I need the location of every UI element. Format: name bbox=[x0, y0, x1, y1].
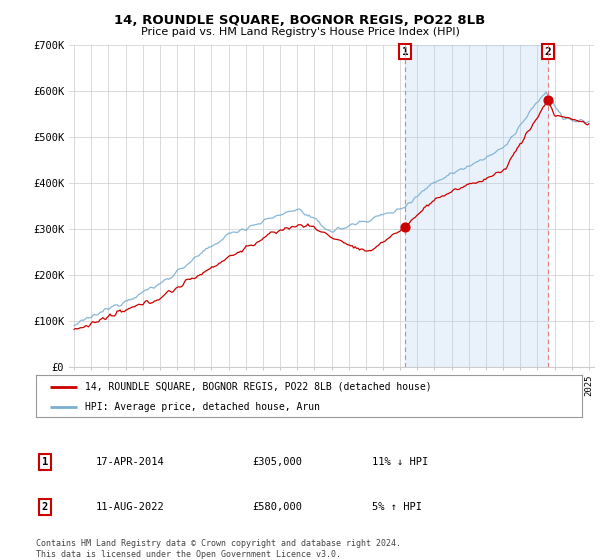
Text: Contains HM Land Registry data © Crown copyright and database right 2024.: Contains HM Land Registry data © Crown c… bbox=[36, 539, 401, 548]
Text: £580,000: £580,000 bbox=[252, 502, 302, 512]
Text: Price paid vs. HM Land Registry's House Price Index (HPI): Price paid vs. HM Land Registry's House … bbox=[140, 27, 460, 37]
Point bbox=[400, 222, 410, 231]
Text: 14, ROUNDLE SQUARE, BOGNOR REGIS, PO22 8LB: 14, ROUNDLE SQUARE, BOGNOR REGIS, PO22 8… bbox=[115, 14, 485, 27]
Bar bbox=[405, 45, 548, 367]
Text: 14, ROUNDLE SQUARE, BOGNOR REGIS, PO22 8LB (detached house): 14, ROUNDLE SQUARE, BOGNOR REGIS, PO22 8… bbox=[85, 382, 432, 392]
Text: 1: 1 bbox=[42, 457, 48, 467]
Text: 1: 1 bbox=[402, 46, 409, 57]
Point bbox=[543, 96, 553, 105]
Text: 11-AUG-2022: 11-AUG-2022 bbox=[96, 502, 165, 512]
Text: 2: 2 bbox=[544, 46, 551, 57]
Text: 2: 2 bbox=[42, 502, 48, 512]
Text: 5% ↑ HPI: 5% ↑ HPI bbox=[372, 502, 422, 512]
Text: 11% ↓ HPI: 11% ↓ HPI bbox=[372, 457, 428, 467]
Text: 17-APR-2014: 17-APR-2014 bbox=[96, 457, 165, 467]
Text: This data is licensed under the Open Government Licence v3.0.: This data is licensed under the Open Gov… bbox=[36, 550, 341, 559]
Text: HPI: Average price, detached house, Arun: HPI: Average price, detached house, Arun bbox=[85, 402, 320, 412]
Text: £305,000: £305,000 bbox=[252, 457, 302, 467]
